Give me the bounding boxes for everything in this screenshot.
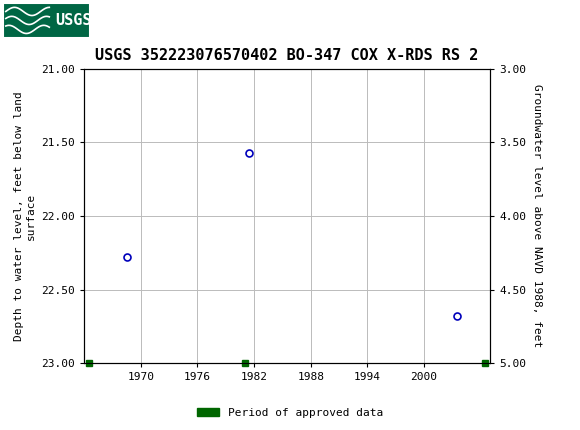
Legend: Period of approved data: Period of approved data [193,403,387,422]
FancyBboxPatch shape [3,3,90,37]
Y-axis label: Groundwater level above NAVD 1988, feet: Groundwater level above NAVD 1988, feet [532,84,542,348]
Title: USGS 352223076570402 BO-347 COX X-RDS RS 2: USGS 352223076570402 BO-347 COX X-RDS RS… [96,49,478,64]
Text: USGS: USGS [55,13,92,28]
Y-axis label: Depth to water level, feet below land
surface: Depth to water level, feet below land su… [14,91,36,341]
